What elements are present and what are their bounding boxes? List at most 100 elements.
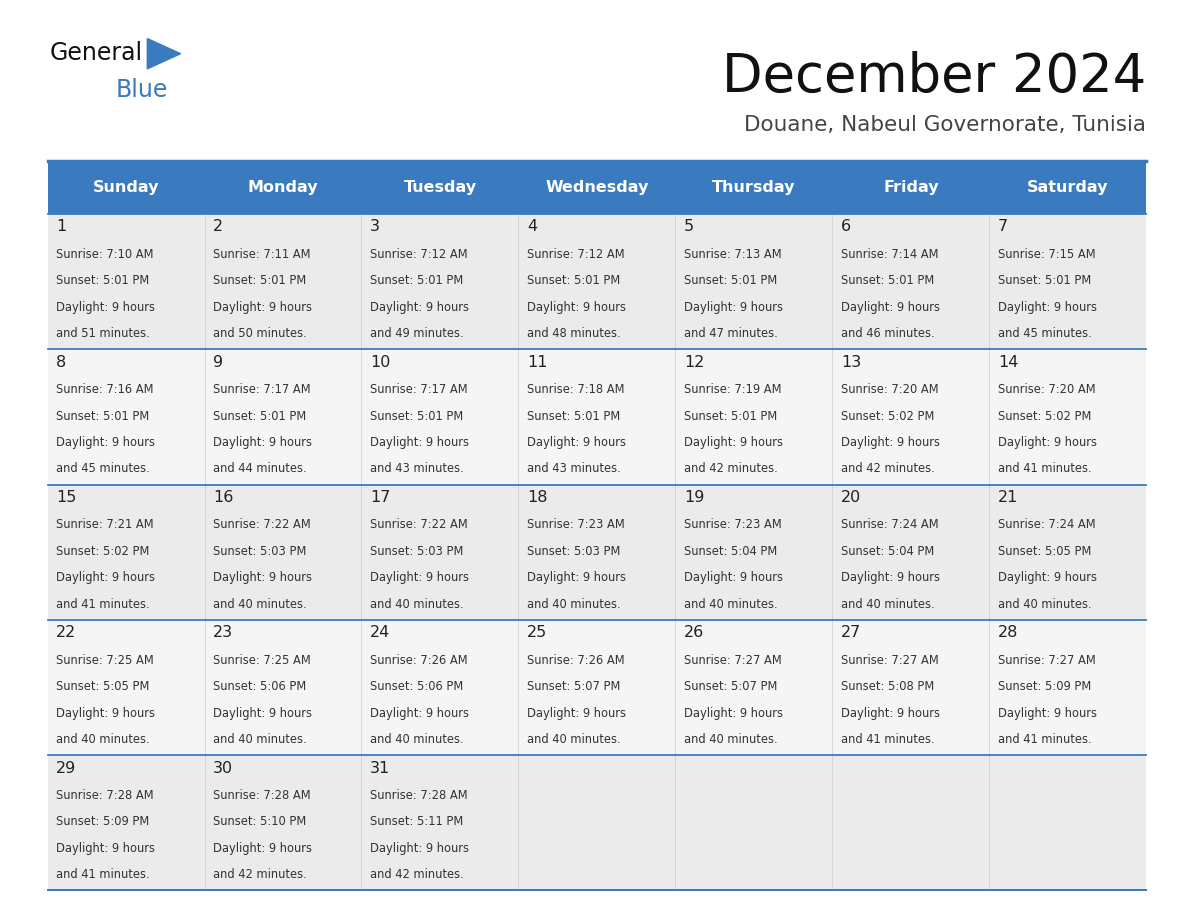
Bar bbox=[676, 620, 833, 756]
Bar bbox=[361, 214, 518, 349]
Text: 22: 22 bbox=[56, 625, 76, 641]
Text: Sunset: 5:01 PM: Sunset: 5:01 PM bbox=[998, 274, 1091, 287]
Text: and 41 minutes.: and 41 minutes. bbox=[998, 733, 1092, 746]
Text: and 43 minutes.: and 43 minutes. bbox=[526, 463, 620, 476]
Text: Sunrise: 7:25 AM: Sunrise: 7:25 AM bbox=[213, 654, 310, 666]
Text: 12: 12 bbox=[684, 354, 704, 370]
Text: Sunrise: 7:12 AM: Sunrise: 7:12 AM bbox=[526, 248, 625, 261]
Text: Daylight: 9 hours: Daylight: 9 hours bbox=[56, 436, 154, 449]
Text: 29: 29 bbox=[56, 761, 76, 776]
Bar bbox=[833, 756, 990, 890]
Text: Sunset: 5:10 PM: Sunset: 5:10 PM bbox=[213, 815, 307, 829]
Text: Sunset: 5:11 PM: Sunset: 5:11 PM bbox=[369, 815, 463, 829]
Text: Sunrise: 7:28 AM: Sunrise: 7:28 AM bbox=[369, 789, 467, 802]
Text: and 46 minutes.: and 46 minutes. bbox=[841, 327, 935, 340]
Text: Daylight: 9 hours: Daylight: 9 hours bbox=[526, 436, 626, 449]
Text: and 40 minutes.: and 40 minutes. bbox=[369, 733, 463, 746]
Text: Sunset: 5:01 PM: Sunset: 5:01 PM bbox=[526, 274, 620, 287]
Text: Sunset: 5:03 PM: Sunset: 5:03 PM bbox=[369, 545, 463, 558]
Text: Daylight: 9 hours: Daylight: 9 hours bbox=[684, 436, 783, 449]
Bar bbox=[48, 620, 204, 756]
Text: Daylight: 9 hours: Daylight: 9 hours bbox=[369, 707, 469, 720]
Text: Daylight: 9 hours: Daylight: 9 hours bbox=[56, 571, 154, 584]
Text: Sunrise: 7:10 AM: Sunrise: 7:10 AM bbox=[56, 248, 153, 261]
Text: Sunday: Sunday bbox=[93, 180, 159, 195]
Text: and 40 minutes.: and 40 minutes. bbox=[56, 733, 150, 746]
Text: 6: 6 bbox=[841, 219, 851, 234]
Text: 8: 8 bbox=[56, 354, 67, 370]
Text: 14: 14 bbox=[998, 354, 1018, 370]
Text: Douane, Nabeul Governorate, Tunisia: Douane, Nabeul Governorate, Tunisia bbox=[745, 115, 1146, 135]
Text: Sunrise: 7:19 AM: Sunrise: 7:19 AM bbox=[684, 383, 782, 397]
Text: and 40 minutes.: and 40 minutes. bbox=[526, 733, 620, 746]
Text: Daylight: 9 hours: Daylight: 9 hours bbox=[56, 707, 154, 720]
Bar bbox=[204, 620, 361, 756]
Text: and 50 minutes.: and 50 minutes. bbox=[213, 327, 307, 340]
Text: and 45 minutes.: and 45 minutes. bbox=[998, 327, 1092, 340]
Bar bbox=[990, 756, 1146, 890]
Text: Sunrise: 7:22 AM: Sunrise: 7:22 AM bbox=[213, 519, 310, 532]
Bar bbox=[833, 349, 990, 485]
Text: Sunset: 5:01 PM: Sunset: 5:01 PM bbox=[684, 409, 777, 422]
Text: Tuesday: Tuesday bbox=[404, 180, 476, 195]
Text: Daylight: 9 hours: Daylight: 9 hours bbox=[841, 707, 940, 720]
Bar bbox=[518, 349, 676, 485]
Bar bbox=[361, 485, 518, 620]
Text: Daylight: 9 hours: Daylight: 9 hours bbox=[526, 300, 626, 314]
Text: 9: 9 bbox=[213, 354, 223, 370]
Text: and 44 minutes.: and 44 minutes. bbox=[213, 463, 307, 476]
Text: 18: 18 bbox=[526, 490, 548, 505]
Bar bbox=[676, 756, 833, 890]
Text: Sunrise: 7:17 AM: Sunrise: 7:17 AM bbox=[369, 383, 467, 397]
Text: Daylight: 9 hours: Daylight: 9 hours bbox=[56, 842, 154, 855]
Text: and 40 minutes.: and 40 minutes. bbox=[213, 733, 307, 746]
Bar bbox=[361, 756, 518, 890]
Text: Sunrise: 7:26 AM: Sunrise: 7:26 AM bbox=[526, 654, 625, 666]
Text: Sunrise: 7:21 AM: Sunrise: 7:21 AM bbox=[56, 519, 153, 532]
Text: Sunrise: 7:16 AM: Sunrise: 7:16 AM bbox=[56, 383, 153, 397]
Text: 28: 28 bbox=[998, 625, 1018, 641]
Text: and 42 minutes.: and 42 minutes. bbox=[684, 463, 777, 476]
Text: Sunset: 5:01 PM: Sunset: 5:01 PM bbox=[213, 274, 307, 287]
Text: 1: 1 bbox=[56, 219, 67, 234]
Text: and 42 minutes.: and 42 minutes. bbox=[369, 868, 463, 881]
Text: Sunset: 5:02 PM: Sunset: 5:02 PM bbox=[56, 545, 150, 558]
Text: and 41 minutes.: and 41 minutes. bbox=[841, 733, 935, 746]
Text: Sunrise: 7:17 AM: Sunrise: 7:17 AM bbox=[213, 383, 310, 397]
Bar bbox=[204, 349, 361, 485]
Bar bbox=[48, 756, 204, 890]
Text: Sunset: 5:07 PM: Sunset: 5:07 PM bbox=[684, 680, 777, 693]
Text: Sunset: 5:02 PM: Sunset: 5:02 PM bbox=[841, 409, 934, 422]
Text: 15: 15 bbox=[56, 490, 76, 505]
Text: Sunset: 5:01 PM: Sunset: 5:01 PM bbox=[526, 409, 620, 422]
Text: Sunset: 5:01 PM: Sunset: 5:01 PM bbox=[684, 274, 777, 287]
Text: and 40 minutes.: and 40 minutes. bbox=[684, 733, 777, 746]
Text: and 41 minutes.: and 41 minutes. bbox=[56, 868, 150, 881]
Bar bbox=[833, 485, 990, 620]
Text: Daylight: 9 hours: Daylight: 9 hours bbox=[841, 436, 940, 449]
Text: Daylight: 9 hours: Daylight: 9 hours bbox=[998, 571, 1097, 584]
Text: and 41 minutes.: and 41 minutes. bbox=[998, 463, 1092, 476]
Text: Sunset: 5:06 PM: Sunset: 5:06 PM bbox=[213, 680, 307, 693]
Text: Daylight: 9 hours: Daylight: 9 hours bbox=[369, 436, 469, 449]
Text: Daylight: 9 hours: Daylight: 9 hours bbox=[213, 571, 311, 584]
Text: and 43 minutes.: and 43 minutes. bbox=[369, 463, 463, 476]
Text: December 2024: December 2024 bbox=[722, 50, 1146, 103]
Text: Sunset: 5:01 PM: Sunset: 5:01 PM bbox=[369, 274, 463, 287]
Bar bbox=[361, 620, 518, 756]
Bar bbox=[518, 214, 676, 349]
Text: Blue: Blue bbox=[115, 78, 168, 102]
Text: Sunset: 5:05 PM: Sunset: 5:05 PM bbox=[56, 680, 150, 693]
Text: Sunset: 5:08 PM: Sunset: 5:08 PM bbox=[841, 680, 934, 693]
Text: and 48 minutes.: and 48 minutes. bbox=[526, 327, 620, 340]
Bar bbox=[833, 620, 990, 756]
Text: and 40 minutes.: and 40 minutes. bbox=[684, 598, 777, 610]
Text: Sunset: 5:04 PM: Sunset: 5:04 PM bbox=[684, 545, 777, 558]
Text: Sunrise: 7:26 AM: Sunrise: 7:26 AM bbox=[369, 654, 467, 666]
Text: Daylight: 9 hours: Daylight: 9 hours bbox=[684, 300, 783, 314]
Text: Sunrise: 7:27 AM: Sunrise: 7:27 AM bbox=[684, 654, 782, 666]
Text: 27: 27 bbox=[841, 625, 861, 641]
Bar bbox=[676, 485, 833, 620]
Text: Sunrise: 7:24 AM: Sunrise: 7:24 AM bbox=[841, 519, 939, 532]
Text: Daylight: 9 hours: Daylight: 9 hours bbox=[841, 571, 940, 584]
